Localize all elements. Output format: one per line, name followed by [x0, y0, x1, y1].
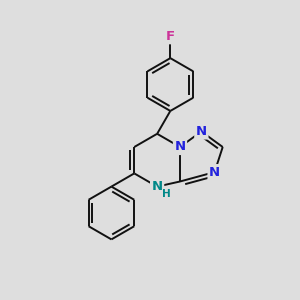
Text: F: F: [166, 30, 175, 43]
Text: N: N: [174, 140, 186, 154]
Text: H: H: [162, 189, 170, 199]
Text: N: N: [196, 125, 207, 138]
Text: N: N: [209, 166, 220, 178]
Text: N: N: [152, 180, 163, 193]
